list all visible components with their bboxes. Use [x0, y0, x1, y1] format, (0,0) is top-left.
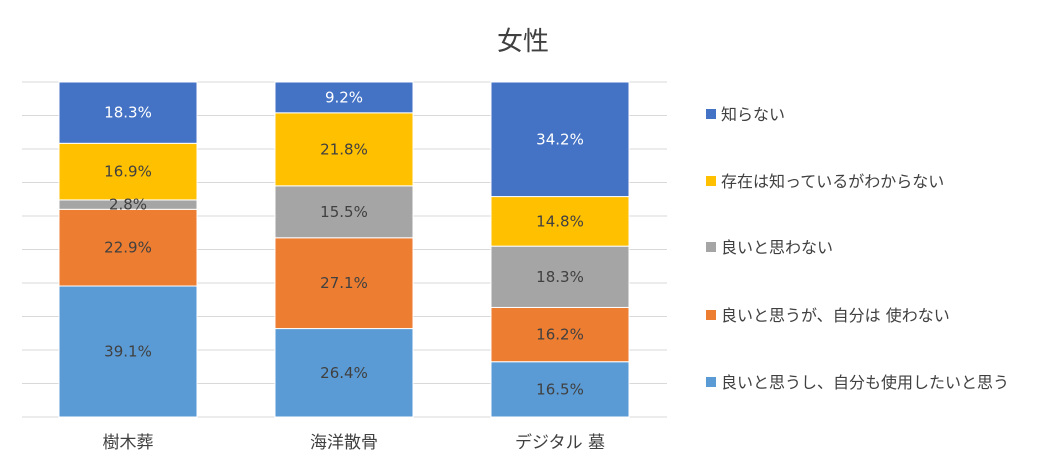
bar-segment	[58, 285, 198, 418]
data-label: 18.3%	[104, 104, 152, 122]
bars	[58, 81, 630, 418]
legend-label: 良いと思うが、自分は 使わない	[721, 306, 950, 325]
data-label: 39.1%	[104, 343, 152, 361]
legend-swatch	[706, 176, 716, 186]
bar-segment	[490, 81, 630, 198]
legend-label: 良いと思うし、自分も使用したいと思う	[721, 373, 1009, 392]
data-label: 9.2%	[325, 88, 363, 106]
data-label: 27.1%	[320, 274, 368, 292]
data-label: 15.5%	[320, 203, 368, 221]
legend-swatch	[706, 109, 716, 119]
legend-swatch	[706, 377, 716, 387]
bar-segment	[58, 81, 198, 144]
data-label: 34.2%	[536, 130, 584, 148]
legend-label: 存在は知っているがわからない	[721, 172, 944, 191]
x-axis-tick-label: 樹木葬	[103, 433, 154, 453]
chart-title: 女性	[497, 27, 549, 57]
data-labels: 39.1% 22.9% 2.8% 16.9% 18.3% 26.4% 27.1% 15.5% 2…	[104, 88, 584, 398]
data-label: 14.8%	[536, 212, 584, 230]
data-label: 16.5%	[536, 380, 584, 398]
bar-segment	[58, 208, 198, 287]
data-label: 22.9%	[104, 239, 152, 257]
x-axis-labels: 樹木葬 海洋散骨 デジタル 墓	[103, 432, 606, 453]
data-label: 21.8%	[320, 140, 368, 158]
data-label: 16.2%	[536, 326, 584, 344]
x-axis-tick-label: デジタル 墓	[515, 432, 605, 453]
bar-segment	[274, 185, 414, 239]
bar-segment	[274, 328, 414, 418]
bar-segment	[274, 81, 414, 114]
data-label: 16.9%	[104, 163, 152, 181]
data-label: 26.4%	[320, 364, 368, 382]
x-axis-tick-label: 海洋散骨	[310, 433, 378, 453]
bar-segment	[274, 237, 414, 330]
legend-label: 知らない	[721, 105, 785, 124]
legend-swatch	[706, 310, 716, 320]
data-label: 18.3%	[536, 268, 584, 286]
bar-segment	[58, 142, 198, 201]
bar-segment	[490, 361, 630, 418]
data-label: 2.8%	[109, 196, 147, 214]
legend-label: 良いと思わない	[721, 238, 833, 257]
bar-segment	[490, 306, 630, 363]
legend-swatch	[706, 242, 716, 252]
bar-segment	[490, 196, 630, 247]
